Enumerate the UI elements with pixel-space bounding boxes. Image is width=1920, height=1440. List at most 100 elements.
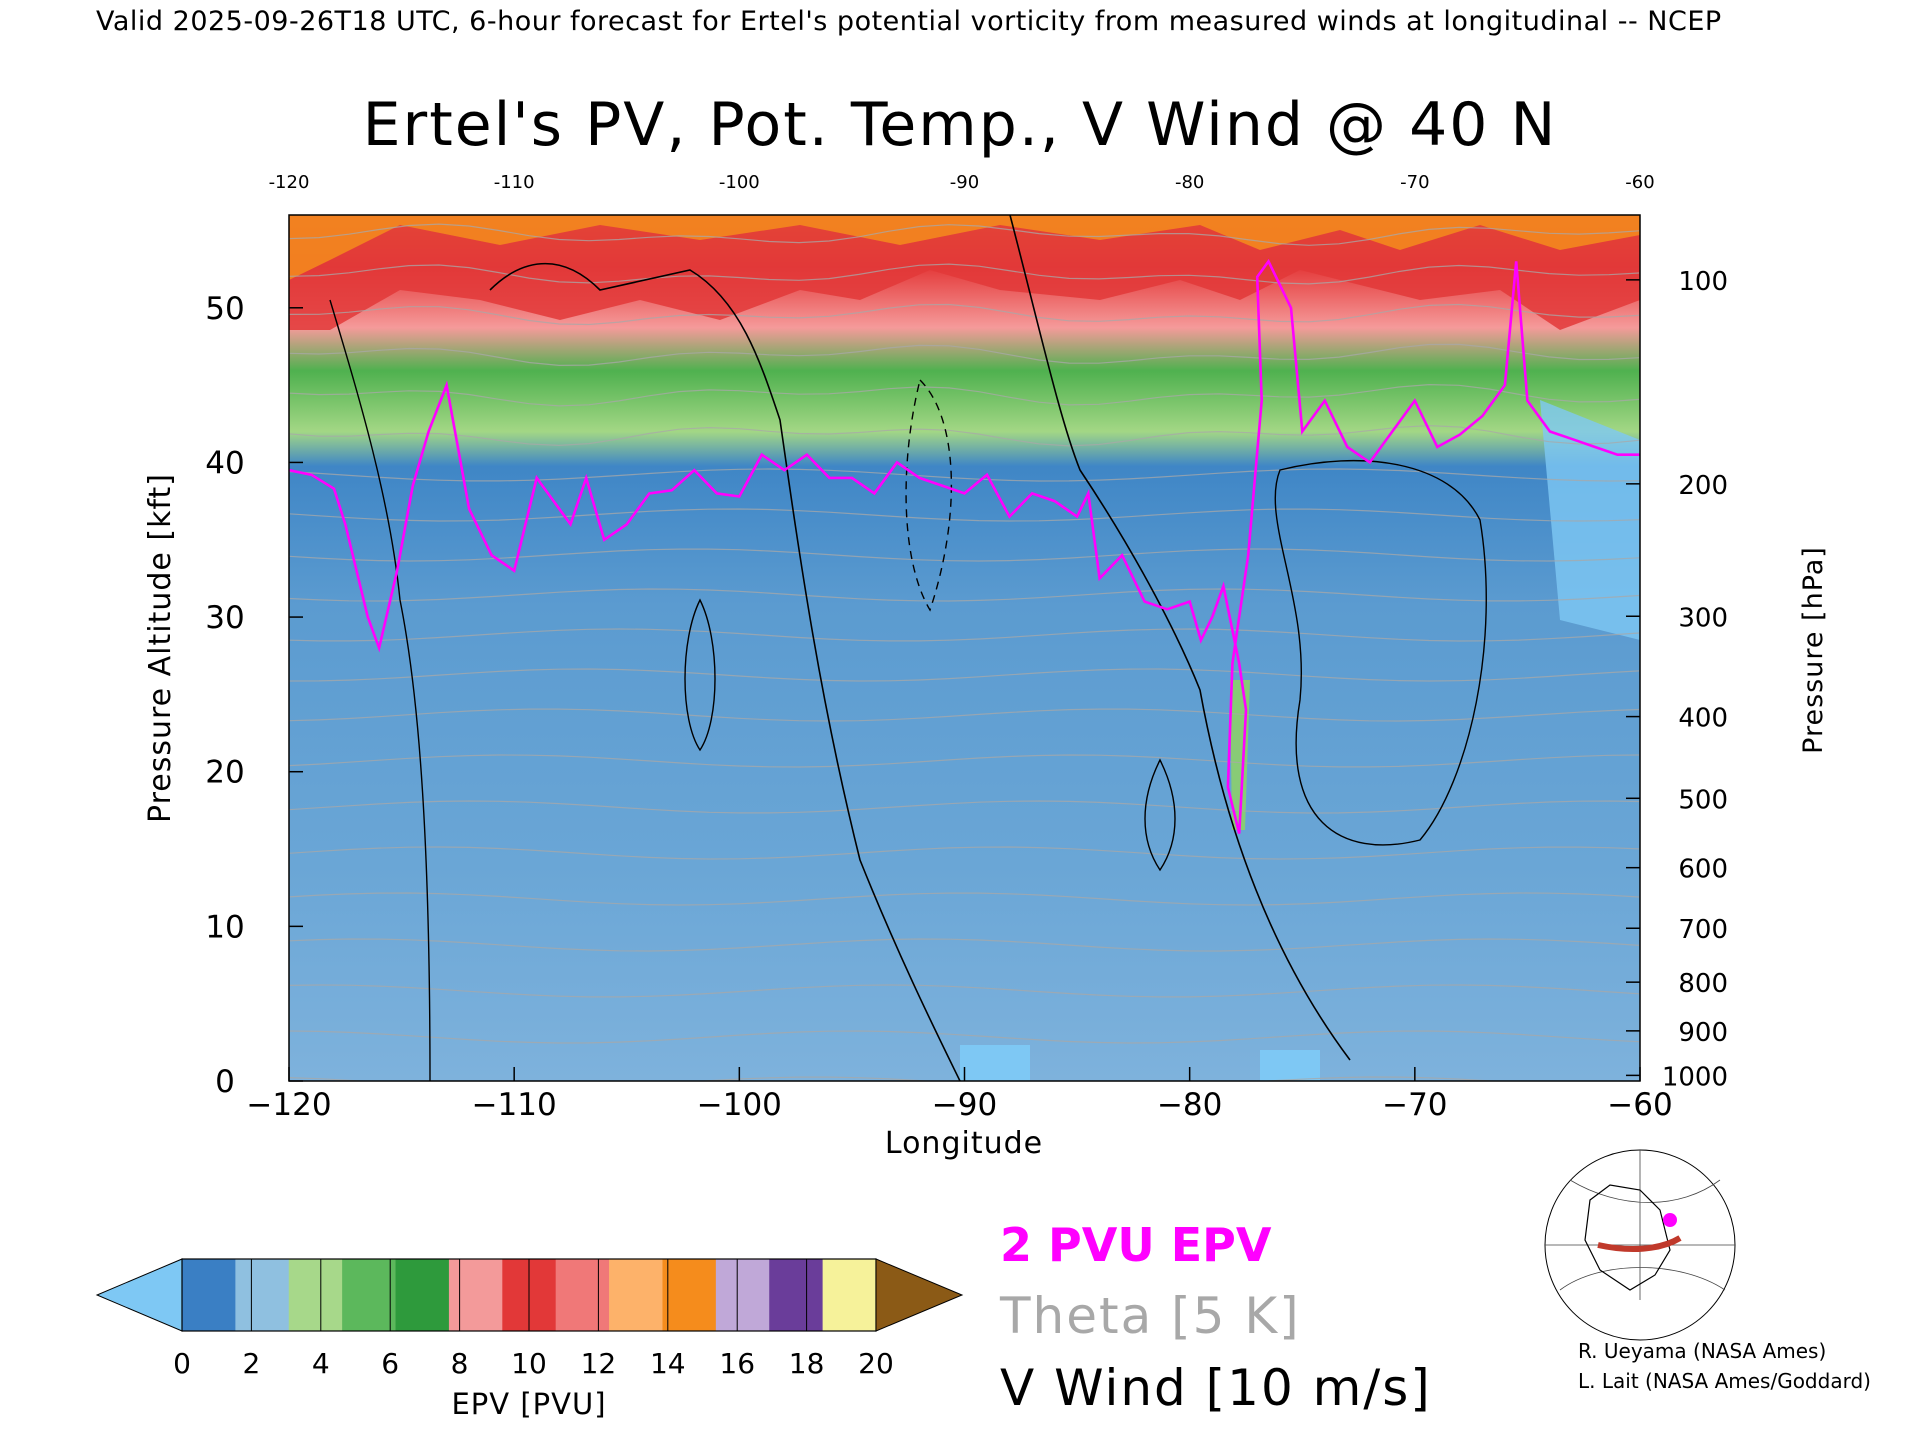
theta-contour-line	[289, 708, 1640, 722]
colorbar-segment	[769, 1259, 824, 1331]
colorbar-tick-label: 8	[451, 1347, 469, 1380]
vwind-contour-10-1	[1274, 459, 1487, 846]
colorbar-segment	[342, 1259, 397, 1331]
map-marker	[1663, 1213, 1677, 1227]
colorbar-segment	[662, 1259, 717, 1331]
pressure-tick-label: 400	[1678, 704, 1728, 734]
theta-contour-line	[289, 1076, 1501, 1081]
y-axis-label: Pressure Altitude [kft]	[143, 473, 178, 823]
colorbar-segment	[235, 1259, 290, 1331]
pressure-axis: 100 200 300 400 500 600 700 800 900 1000	[1626, 267, 1728, 1092]
legend: 2 PVU EPV Theta [5 K] V Wind [10 m/s]	[999, 1218, 1432, 1417]
colorbar-tick-label: 4	[312, 1347, 330, 1380]
y-tick-label: 40	[205, 445, 244, 481]
colorbar-tick-label: 10	[511, 1347, 547, 1380]
x-top-axis: -120 -110 -100 -90 -80 -70 -60	[269, 172, 1655, 193]
colorbar-tick-label: 2	[242, 1347, 260, 1380]
plot-area	[289, 215, 1640, 1081]
y-tick-label: 30	[205, 600, 244, 636]
vwind-contour-zero-2	[1009, 215, 1351, 1061]
pressure-tick-label: 100	[1678, 267, 1728, 297]
y2-axis-label: Pressure [hPa]	[1798, 546, 1829, 754]
colorbar-tick-label: 14	[650, 1347, 686, 1380]
colorbar-segment	[288, 1259, 343, 1331]
colorbar-ticks: 0 2 4 6 8 10 12 14 16 18 20	[173, 1259, 894, 1380]
credit-2: L. Lait (NASA Ames/Goddard)	[1578, 1369, 1871, 1393]
theta-contour-line	[289, 668, 1640, 682]
plot-background	[289, 215, 1640, 1081]
colorbar-low-arrow	[95, 1258, 183, 1332]
x-axis: −120 −110 −100 −90 −80 −70 −60	[246, 1067, 1673, 1123]
x-tick-label: −90	[932, 1087, 997, 1123]
surface-light-patch-2	[1260, 1050, 1320, 1081]
pressure-tick-label: 600	[1678, 855, 1728, 885]
y-tick-label: 10	[205, 909, 244, 945]
x-axis-label: Longitude	[885, 1126, 1043, 1161]
map-latitude-40n	[1597, 1235, 1682, 1253]
colorbar-tick-label: 0	[173, 1347, 191, 1380]
colorbar-tick-label: 6	[381, 1347, 399, 1380]
x-tick-label: −60	[1607, 1087, 1672, 1123]
y-tick-label: 0	[215, 1064, 235, 1100]
pressure-tick-label: 1000	[1662, 1062, 1728, 1092]
y-tick-label: 20	[205, 755, 244, 791]
theta-contour-line	[289, 383, 1640, 407]
colorbar-label: EPV [PVU]	[451, 1387, 606, 1421]
x-top-tick-label: -120	[269, 172, 310, 193]
y-tick-label: 50	[205, 291, 244, 327]
theta-contour-line	[289, 754, 1640, 768]
colorbar-tick-label: 18	[789, 1347, 825, 1380]
pressure-tick-label: 800	[1678, 969, 1728, 999]
colorbar-segment	[715, 1259, 770, 1331]
legend-pv2: 2 PVU EPV	[1000, 1218, 1272, 1272]
legend-vwind: V Wind [10 m/s]	[1000, 1359, 1432, 1417]
colorbar-segment	[448, 1259, 503, 1331]
theta-contour-line	[289, 846, 1640, 860]
colorbar-segment	[609, 1259, 663, 1331]
pressure-tick-label: 700	[1678, 915, 1728, 945]
colorbar-tick-label: 16	[719, 1347, 755, 1380]
x-top-tick-label: -100	[719, 172, 760, 193]
x-tick-label: −120	[246, 1087, 331, 1123]
pressure-tick-label: 200	[1678, 471, 1728, 501]
vwind-contour-zero-1	[489, 262, 961, 1081]
colorbar-tick-label: 20	[858, 1347, 894, 1380]
stratosphere-band-orange	[289, 215, 1640, 280]
pressure-tick-label: 500	[1678, 785, 1728, 815]
x-top-tick-label: -60	[1625, 172, 1654, 193]
vwind-contour-left	[329, 299, 431, 1081]
x-top-tick-label: -90	[950, 172, 979, 193]
pressure-tick-label: 900	[1678, 1018, 1728, 1048]
y-axis: 0 10 20 30 40 50	[205, 291, 303, 1100]
theta-contour-line	[289, 800, 1640, 814]
colorbar: 0 2 4 6 8 10 12 14 16 18 20 EPV [PVU]	[95, 1258, 964, 1421]
theta-contour-line	[289, 303, 1640, 326]
locator-map	[1540, 1149, 1736, 1341]
theta-contour-line	[289, 938, 1640, 952]
colorbar-high-arrow	[875, 1258, 964, 1332]
theta-contour-line	[289, 588, 1640, 602]
theta-contour-line	[289, 892, 1640, 906]
map-coastlines	[1584, 1184, 1671, 1291]
theta-contour-line	[289, 263, 1640, 285]
vwind-contour-10-2	[684, 598, 716, 752]
x-tick-label: −70	[1382, 1087, 1447, 1123]
chart-title: Ertel's PV, Pot. Temp., V Wind @ 40 N	[363, 90, 1558, 160]
theta-contour-line	[289, 1030, 1640, 1044]
x-tick-label: −80	[1157, 1087, 1222, 1123]
theta-contour-line	[289, 223, 1640, 246]
surface-light-patch-1	[960, 1045, 1030, 1081]
colorbar-segment	[395, 1259, 450, 1331]
theta-contours	[289, 223, 1640, 1081]
vwind-contour-10-3	[1144, 758, 1176, 872]
colorbar-tick-label: 12	[581, 1347, 617, 1380]
theta-contour-line	[289, 508, 1640, 522]
map-frame	[1540, 1150, 1735, 1300]
colorbar-segment	[822, 1259, 877, 1331]
theta-contour-line	[289, 984, 1640, 998]
pressure-tick-label: 300	[1678, 603, 1728, 633]
colorbar-segment	[182, 1259, 236, 1331]
x-tick-label: −110	[472, 1087, 557, 1123]
x-tick-label: −100	[697, 1087, 782, 1123]
legend-theta: Theta [5 K]	[999, 1287, 1301, 1345]
